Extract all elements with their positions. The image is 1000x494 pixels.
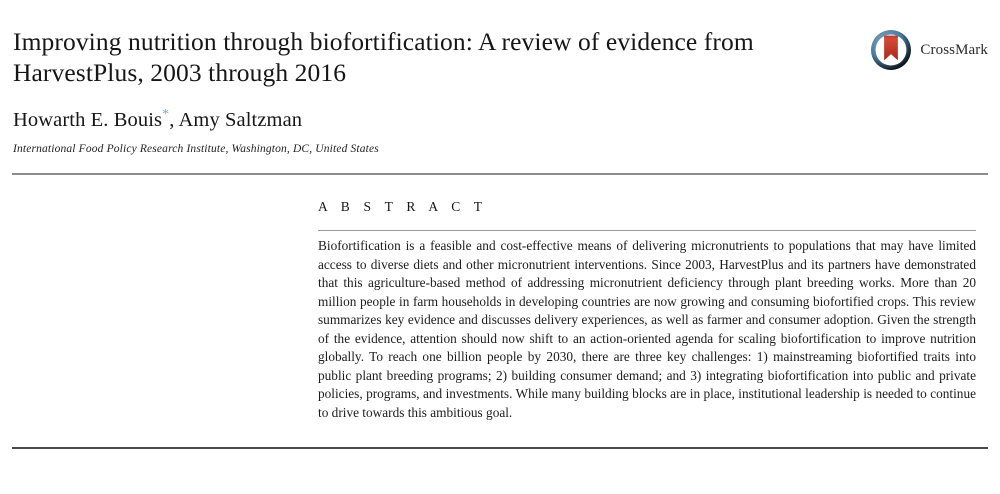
crossmark-logo-icon xyxy=(869,28,913,72)
header-block: Improving nutrition through biofortifica… xyxy=(13,26,988,88)
abstract-heading: A B S T R A C T xyxy=(318,199,488,214)
author-name-primary: Howarth E. Bouis xyxy=(13,109,163,131)
abstract-divider xyxy=(318,230,976,231)
abstract-text: Biofortification is a feasible and cost-… xyxy=(318,238,976,420)
footer-divider xyxy=(12,447,988,449)
author-name-secondary: , Amy Saltzman xyxy=(169,109,303,131)
author-list: Howarth E. Bouis*, Amy Saltzman xyxy=(13,108,302,133)
crossmark-badge[interactable]: CrossMark xyxy=(869,28,988,72)
header-divider xyxy=(12,173,988,175)
crossmark-label: CrossMark xyxy=(920,41,988,58)
author-affiliation: International Food Policy Research Insti… xyxy=(13,143,379,155)
title-row: Improving nutrition through biofortifica… xyxy=(13,26,988,88)
corresponding-author-marker[interactable]: * xyxy=(162,107,170,123)
page-title: Improving nutrition through biofortifica… xyxy=(13,27,754,87)
